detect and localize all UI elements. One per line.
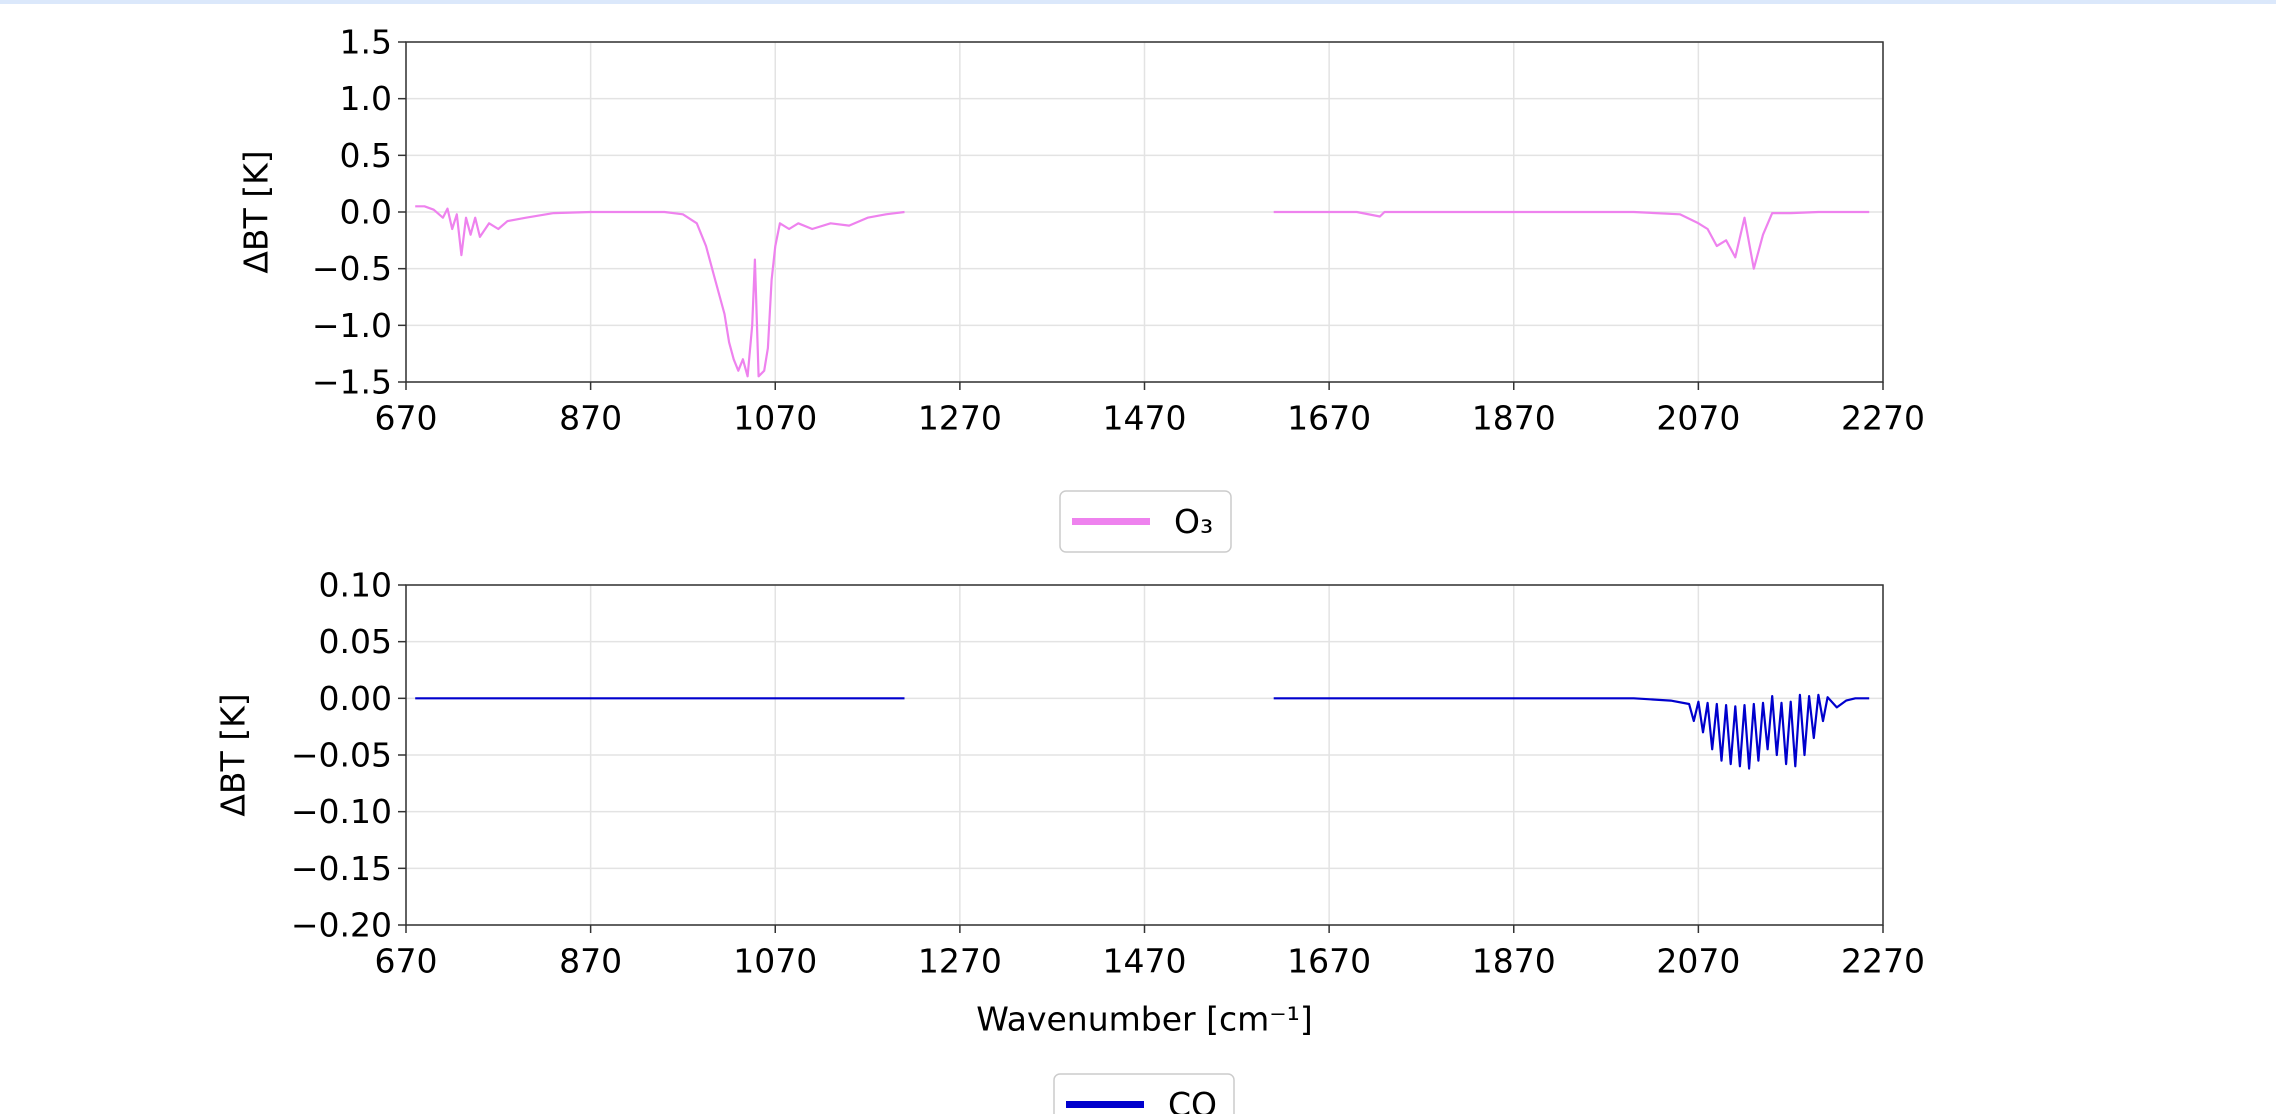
x-tick-label: 1870 <box>1472 942 1556 981</box>
y-tick-label: −1.5 <box>312 363 392 402</box>
y-tick-label: −1.0 <box>312 306 392 345</box>
y-tick-label: −0.20 <box>291 906 392 945</box>
y-tick-label: 0.0 <box>340 193 392 232</box>
x-tick-label: 1270 <box>918 942 1002 981</box>
y-tick-label: 0.10 <box>319 566 392 605</box>
x-tick-label: 1470 <box>1103 399 1187 438</box>
x-tick-label: 2070 <box>1656 942 1740 981</box>
y-tick-label: −0.5 <box>312 249 392 288</box>
y-tick-label: 1.0 <box>340 79 392 118</box>
y-tick-label: 0.5 <box>340 136 392 175</box>
y-tick-label: 0.00 <box>319 679 392 718</box>
x-tick-label: 1070 <box>733 942 817 981</box>
top-border <box>0 0 2276 4</box>
x-tick-label: 1870 <box>1472 399 1556 438</box>
series-line <box>415 693 1870 770</box>
x-tick-label: 2270 <box>1841 399 1925 438</box>
series-line <box>415 205 1870 378</box>
x-tick-label: 1270 <box>918 399 1002 438</box>
y-tick-label: 0.05 <box>319 622 392 661</box>
x-tick-label: 2270 <box>1841 942 1925 981</box>
x-tick-label: 670 <box>375 942 438 981</box>
y-tick-label: 1.5 <box>340 23 392 62</box>
x-tick-label: 1070 <box>733 399 817 438</box>
x-tick-label: 1670 <box>1287 942 1371 981</box>
x-tick-label: 1470 <box>1103 942 1187 981</box>
y-axis-label: ΔBT [K] <box>237 150 276 273</box>
x-tick-label: 1670 <box>1287 399 1371 438</box>
legend-label: CO <box>1168 1085 1217 1114</box>
x-tick-label: 870 <box>559 942 622 981</box>
y-tick-label: −0.05 <box>291 736 392 775</box>
x-tick-label: 870 <box>559 399 622 438</box>
y-tick-label: −0.10 <box>291 792 392 831</box>
x-axis-label: Wavenumber [cm⁻¹] <box>976 1000 1313 1039</box>
legend-label: O₃ <box>1174 502 1213 541</box>
y-axis-label: ΔBT [K] <box>214 693 253 816</box>
x-tick-label: 670 <box>375 399 438 438</box>
x-tick-label: 2070 <box>1656 399 1740 438</box>
y-tick-label: −0.15 <box>291 849 392 888</box>
